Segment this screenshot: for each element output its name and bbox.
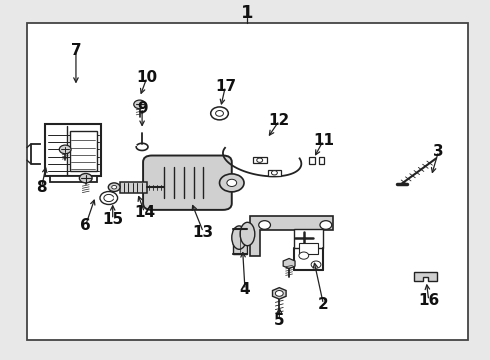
Circle shape: [275, 291, 283, 296]
Text: 10: 10: [136, 70, 158, 85]
Text: 3: 3: [433, 144, 444, 159]
Polygon shape: [318, 157, 324, 164]
Ellipse shape: [232, 226, 246, 249]
Circle shape: [227, 179, 237, 186]
Text: 8: 8: [36, 180, 47, 195]
Circle shape: [108, 183, 120, 192]
Circle shape: [79, 174, 92, 183]
Text: 1: 1: [241, 4, 254, 22]
Text: 12: 12: [269, 113, 290, 128]
Polygon shape: [268, 170, 281, 176]
Polygon shape: [250, 216, 333, 256]
Circle shape: [320, 221, 332, 229]
Polygon shape: [283, 258, 295, 269]
Polygon shape: [272, 288, 286, 299]
Circle shape: [220, 174, 244, 192]
Text: 15: 15: [102, 212, 123, 227]
Circle shape: [257, 158, 263, 162]
Polygon shape: [253, 157, 267, 163]
Text: 16: 16: [418, 293, 440, 308]
Circle shape: [299, 252, 309, 259]
Circle shape: [216, 111, 223, 116]
Circle shape: [311, 261, 321, 268]
Polygon shape: [414, 272, 437, 281]
Bar: [27, 23, 468, 340]
Text: 5: 5: [274, 313, 285, 328]
Circle shape: [100, 192, 118, 204]
Polygon shape: [309, 157, 315, 164]
Text: 9: 9: [137, 100, 147, 116]
Circle shape: [134, 100, 146, 109]
Bar: [299, 243, 318, 254]
Bar: [120, 182, 147, 193]
Circle shape: [211, 107, 228, 120]
Bar: [70, 131, 97, 171]
Circle shape: [112, 185, 117, 189]
Text: 17: 17: [215, 79, 236, 94]
Text: 2: 2: [318, 297, 329, 312]
Circle shape: [59, 145, 71, 154]
Ellipse shape: [240, 222, 255, 246]
Bar: [233, 229, 247, 254]
Polygon shape: [45, 124, 101, 176]
Circle shape: [259, 221, 270, 229]
Circle shape: [271, 171, 277, 175]
Text: 4: 4: [240, 282, 250, 297]
Polygon shape: [50, 176, 97, 182]
Text: 6: 6: [80, 217, 91, 233]
Text: 13: 13: [193, 225, 214, 240]
Text: 14: 14: [134, 205, 155, 220]
Text: 11: 11: [313, 133, 334, 148]
Text: 7: 7: [71, 43, 81, 58]
FancyBboxPatch shape: [143, 156, 232, 210]
Bar: [294, 229, 323, 248]
